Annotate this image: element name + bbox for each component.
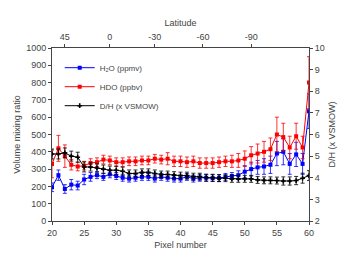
svg-text:H₂O (ppmv): H₂O (ppmv) bbox=[100, 64, 143, 73]
svg-text:30: 30 bbox=[111, 228, 121, 238]
svg-text:700: 700 bbox=[31, 95, 46, 105]
svg-text:3: 3 bbox=[315, 195, 320, 205]
svg-text:9: 9 bbox=[315, 65, 320, 75]
svg-text:-30: -30 bbox=[148, 32, 161, 42]
svg-text:7: 7 bbox=[315, 108, 320, 118]
svg-text:Latitude: Latitude bbox=[164, 18, 196, 28]
svg-text:50: 50 bbox=[240, 228, 250, 238]
svg-text:400: 400 bbox=[31, 147, 46, 157]
svg-text:800: 800 bbox=[31, 78, 46, 88]
svg-text:25: 25 bbox=[79, 228, 89, 238]
svg-text:100: 100 bbox=[31, 199, 46, 209]
svg-text:45: 45 bbox=[208, 228, 218, 238]
svg-text:0: 0 bbox=[107, 32, 112, 42]
svg-text:40: 40 bbox=[175, 228, 185, 238]
svg-text:600: 600 bbox=[31, 112, 46, 122]
svg-text:4: 4 bbox=[315, 173, 320, 183]
svg-text:20: 20 bbox=[47, 228, 57, 238]
svg-text:D/H (x VSMOW): D/H (x VSMOW) bbox=[327, 102, 337, 168]
svg-text:Pixel number: Pixel number bbox=[154, 240, 207, 250]
svg-text:10: 10 bbox=[315, 43, 325, 53]
svg-text:900: 900 bbox=[31, 60, 46, 70]
svg-text:0: 0 bbox=[41, 216, 46, 226]
svg-text:35: 35 bbox=[143, 228, 153, 238]
svg-text:2: 2 bbox=[315, 216, 320, 226]
svg-text:8: 8 bbox=[315, 86, 320, 96]
svg-text:D/H (x VSMOW): D/H (x VSMOW) bbox=[100, 102, 159, 111]
svg-text:45: 45 bbox=[60, 32, 70, 42]
svg-text:5: 5 bbox=[315, 151, 320, 161]
svg-text:200: 200 bbox=[31, 182, 46, 192]
svg-text:HDO (ppbv): HDO (ppbv) bbox=[100, 83, 143, 92]
svg-text:-60: -60 bbox=[196, 32, 209, 42]
svg-text:6: 6 bbox=[315, 130, 320, 140]
svg-text:1000: 1000 bbox=[26, 43, 46, 53]
svg-text:-90: -90 bbox=[245, 32, 258, 42]
svg-text:300: 300 bbox=[31, 164, 46, 174]
svg-text:60: 60 bbox=[304, 228, 314, 238]
svg-text:Volume mixing ratio: Volume mixing ratio bbox=[12, 95, 22, 174]
svg-text:500: 500 bbox=[31, 130, 46, 140]
svg-text:55: 55 bbox=[272, 228, 282, 238]
